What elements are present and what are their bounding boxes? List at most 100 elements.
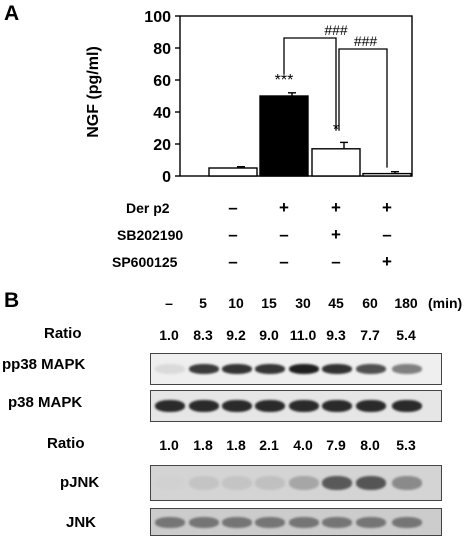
jnk-blot xyxy=(150,508,442,536)
treatment-mark-0-0: – xyxy=(228,198,238,217)
y-tick-label-4: 80 xyxy=(153,41,171,58)
bracket-label-1: ### xyxy=(354,33,378,49)
pjnk-band-4 xyxy=(289,476,319,490)
treatment-mark-0-3: + xyxy=(382,198,392,217)
pjnk-band-7 xyxy=(392,476,422,490)
ratio-label-p38: Ratio xyxy=(44,325,82,342)
p38-band-3 xyxy=(255,400,285,412)
jnk-ratio-1: 1.8 xyxy=(193,437,213,453)
jnk-ratio-2: 1.8 xyxy=(226,437,246,453)
ratio-label-jnk: Ratio xyxy=(47,435,85,452)
time-label-1: 5 xyxy=(199,295,207,311)
y-tick-label-5: 100 xyxy=(144,9,171,26)
panel-a-letter: A xyxy=(4,2,20,25)
treatment-mark-2-3: + xyxy=(382,252,392,271)
treatment-mark-1-0: – xyxy=(228,225,238,244)
pp38-blot xyxy=(150,353,442,385)
bar-3 xyxy=(362,172,412,177)
chart-axes: 0 20 40 60 80 100 xyxy=(144,9,413,186)
jnk-ratio-0: 1.0 xyxy=(159,437,179,453)
p38-ratio-2: 9.2 xyxy=(226,327,246,343)
treatment-mark-2-1: – xyxy=(279,252,289,271)
significance-1: *** xyxy=(275,72,294,89)
treatment-name-2: SP600125 xyxy=(112,254,178,270)
pjnk-band-2 xyxy=(222,476,252,490)
p38-band-5 xyxy=(322,400,352,412)
time-unit: (min) xyxy=(428,295,463,311)
pjnk-band-5 xyxy=(322,476,352,490)
jnk-band-4 xyxy=(289,516,319,528)
treatment-mark-0-2: + xyxy=(331,198,341,217)
jnk-ratio-5: 7.9 xyxy=(326,437,346,453)
pp38-band-7 xyxy=(392,364,422,374)
p38-band-4 xyxy=(289,400,319,412)
bracket-0 xyxy=(283,37,337,131)
chart-annotations: ****###### xyxy=(275,22,388,168)
y-tick-label-1: 20 xyxy=(153,137,171,154)
treatment-name-0: Der p2 xyxy=(126,200,170,216)
jnk-band-7 xyxy=(392,516,422,528)
treatment-mark-1-1: – xyxy=(279,225,289,244)
pjnk-band-6 xyxy=(356,476,386,490)
p38-band-2 xyxy=(222,400,252,412)
p38-band-0 xyxy=(155,400,185,412)
jnk-ratio-6: 8.0 xyxy=(360,437,380,453)
bar-2 xyxy=(311,148,361,177)
jnk-band-0 xyxy=(155,516,185,528)
bar-1 xyxy=(259,95,309,177)
p38-band-6 xyxy=(356,400,386,412)
jnk-band-6 xyxy=(356,516,386,528)
pp38-band-6 xyxy=(356,364,386,374)
treatment-mark-1-3: – xyxy=(382,225,392,244)
jnk-label: JNK xyxy=(66,514,97,531)
p38-ratio-3: 9.0 xyxy=(259,327,279,343)
treatment-mark-2-2: – xyxy=(331,252,341,271)
time-label-4: 30 xyxy=(295,295,311,311)
jnk-band-2 xyxy=(222,516,252,528)
time-label-3: 15 xyxy=(261,295,277,311)
pp38-band-3 xyxy=(255,364,285,374)
pjnk-label: pJNK xyxy=(60,474,100,491)
time-label-0: – xyxy=(165,295,173,311)
pjnk-band-1 xyxy=(189,476,219,490)
pp38-band-2 xyxy=(222,364,252,374)
p38-blot xyxy=(150,390,442,422)
jnk-ratio-7: 5.3 xyxy=(396,437,416,453)
p38-band-1 xyxy=(189,400,219,412)
p38-ratio-1: 8.3 xyxy=(193,327,213,343)
time-label-5: 45 xyxy=(328,295,344,311)
jnk-band-1 xyxy=(189,516,219,528)
p38-band-7 xyxy=(392,400,422,412)
pp38-band-4 xyxy=(289,364,319,374)
chart-bars xyxy=(208,92,412,177)
y-tick-label-0: 0 xyxy=(162,169,171,186)
p38-ratio-5: 9.3 xyxy=(326,327,346,343)
pp38-band-0 xyxy=(155,364,185,374)
p38-label: p38 MAPK xyxy=(8,394,83,411)
treatment-mark-1-2: + xyxy=(331,225,341,244)
time-label-2: 10 xyxy=(228,295,244,311)
bar-0 xyxy=(208,167,258,177)
bracket-1 xyxy=(338,48,388,168)
pjnk-band-0 xyxy=(155,476,185,490)
p38-ratio-4: 11.0 xyxy=(289,327,317,343)
pjnk-blot xyxy=(150,465,442,501)
treatment-mark-0-1: + xyxy=(279,198,289,217)
jnk-band-3 xyxy=(255,516,285,528)
pjnk-band-3 xyxy=(255,476,285,490)
treatment-name-1: SB202190 xyxy=(117,227,184,243)
time-label-6: 60 xyxy=(362,295,378,311)
pp38-label: pp38 MAPK xyxy=(2,356,86,373)
pp38-band-1 xyxy=(189,364,219,374)
p38-ratio-6: 7.7 xyxy=(360,327,380,343)
p38-ratio-0: 1.0 xyxy=(159,327,179,343)
y-tick-label-3: 60 xyxy=(153,73,171,90)
jnk-ratio-4: 4.0 xyxy=(293,437,313,453)
pp38-band-5 xyxy=(322,364,352,374)
bracket-label-0: ### xyxy=(324,22,348,38)
y-tick-label-2: 40 xyxy=(153,105,171,122)
y-axis-label: NGF (pg/ml) xyxy=(85,46,102,138)
time-label-7: 180 xyxy=(394,295,418,311)
jnk-ratio-3: 2.1 xyxy=(259,437,279,453)
